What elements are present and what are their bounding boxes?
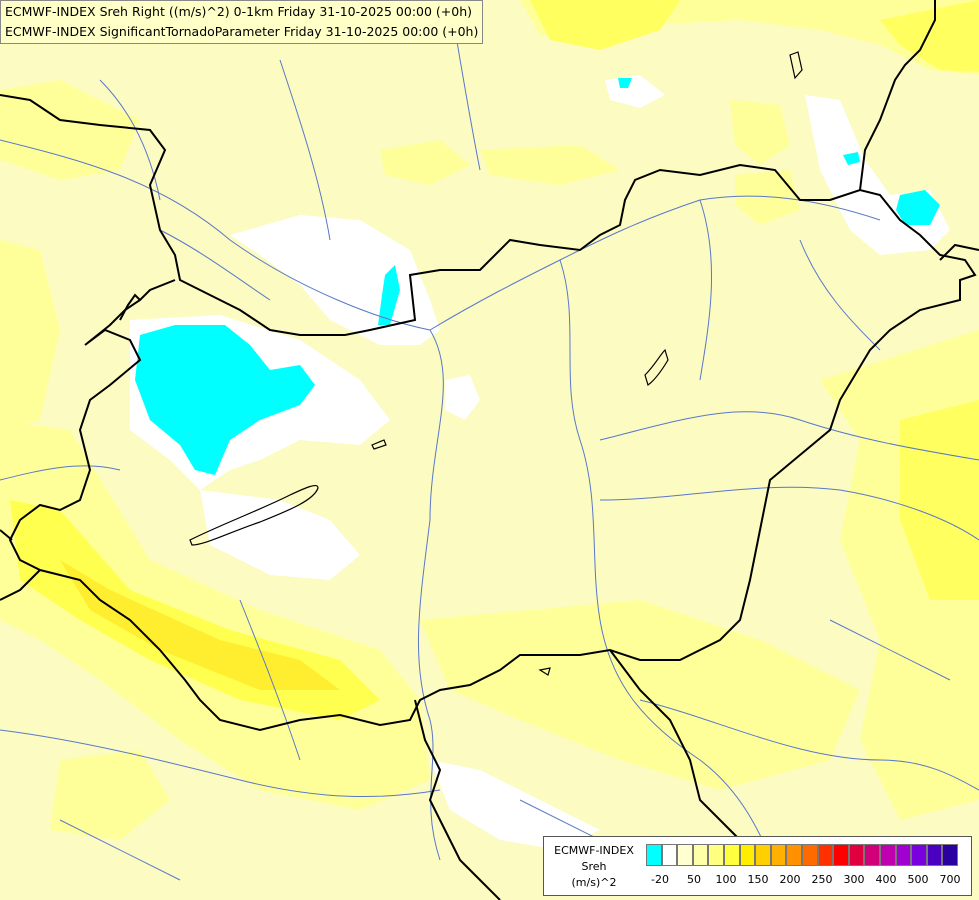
legend-swatch — [786, 844, 802, 866]
legend-swatch — [942, 844, 958, 866]
cyan-fields — [135, 78, 940, 475]
color-legend: ECMWF-INDEX Sreh (m/s)^2 -20 50 100 150 200 2… — [543, 836, 972, 896]
rivers — [0, 0, 979, 881]
legend-swatch — [895, 844, 912, 866]
legend-tick-label: 700 — [939, 873, 961, 886]
legend-swatch — [926, 844, 943, 866]
legend-swatch — [755, 844, 771, 866]
legend-swatch — [677, 844, 693, 866]
legend-tick-label: -20 — [651, 873, 669, 886]
legend-swatch — [848, 844, 865, 866]
legend-tick-label: 100 — [715, 873, 737, 886]
legend-swatch — [864, 844, 880, 866]
yellow-fields — [0, 0, 979, 840]
legend-tick-label: 200 — [779, 873, 801, 886]
legend-swatch — [879, 844, 896, 866]
legend-swatch — [723, 844, 740, 866]
legend-swatches — [646, 844, 958, 866]
legend-swatch — [801, 844, 818, 866]
legend-swatch — [646, 844, 662, 866]
legend-swatch — [708, 844, 724, 866]
title-line-1: ECMWF-INDEX Sreh Right ((m/s)^2) 0-1km F… — [5, 4, 473, 19]
legend-swatch — [833, 844, 849, 866]
lakes — [189, 51, 803, 676]
title-line-2: ECMWF-INDEX SignificantTornadoParameter … — [5, 24, 479, 39]
legend-param: Sreh — [581, 860, 607, 873]
legend-swatch — [911, 844, 927, 866]
legend-tick-label: 300 — [843, 873, 865, 886]
legend-unit: (m/s)^2 — [571, 876, 617, 889]
legend-swatch — [770, 844, 787, 866]
legend-swatch — [817, 844, 834, 866]
map-title-box: ECMWF-INDEX Sreh Right ((m/s)^2) 0-1km F… — [0, 0, 484, 44]
legend-swatch — [739, 844, 756, 866]
legend-ticks: -20 50 100 150 200 250 300 400 500 700 — [646, 873, 966, 889]
legend-tick-label: 50 — [687, 873, 701, 886]
legend-source: ECMWF-INDEX — [554, 844, 634, 857]
legend-tick-label: 500 — [907, 873, 929, 886]
legend-swatch — [692, 844, 709, 866]
legend-swatch — [661, 844, 678, 866]
legend-tick-label: 400 — [875, 873, 897, 886]
legend-tick-label: 150 — [747, 873, 769, 886]
legend-tick-label: 250 — [811, 873, 833, 886]
